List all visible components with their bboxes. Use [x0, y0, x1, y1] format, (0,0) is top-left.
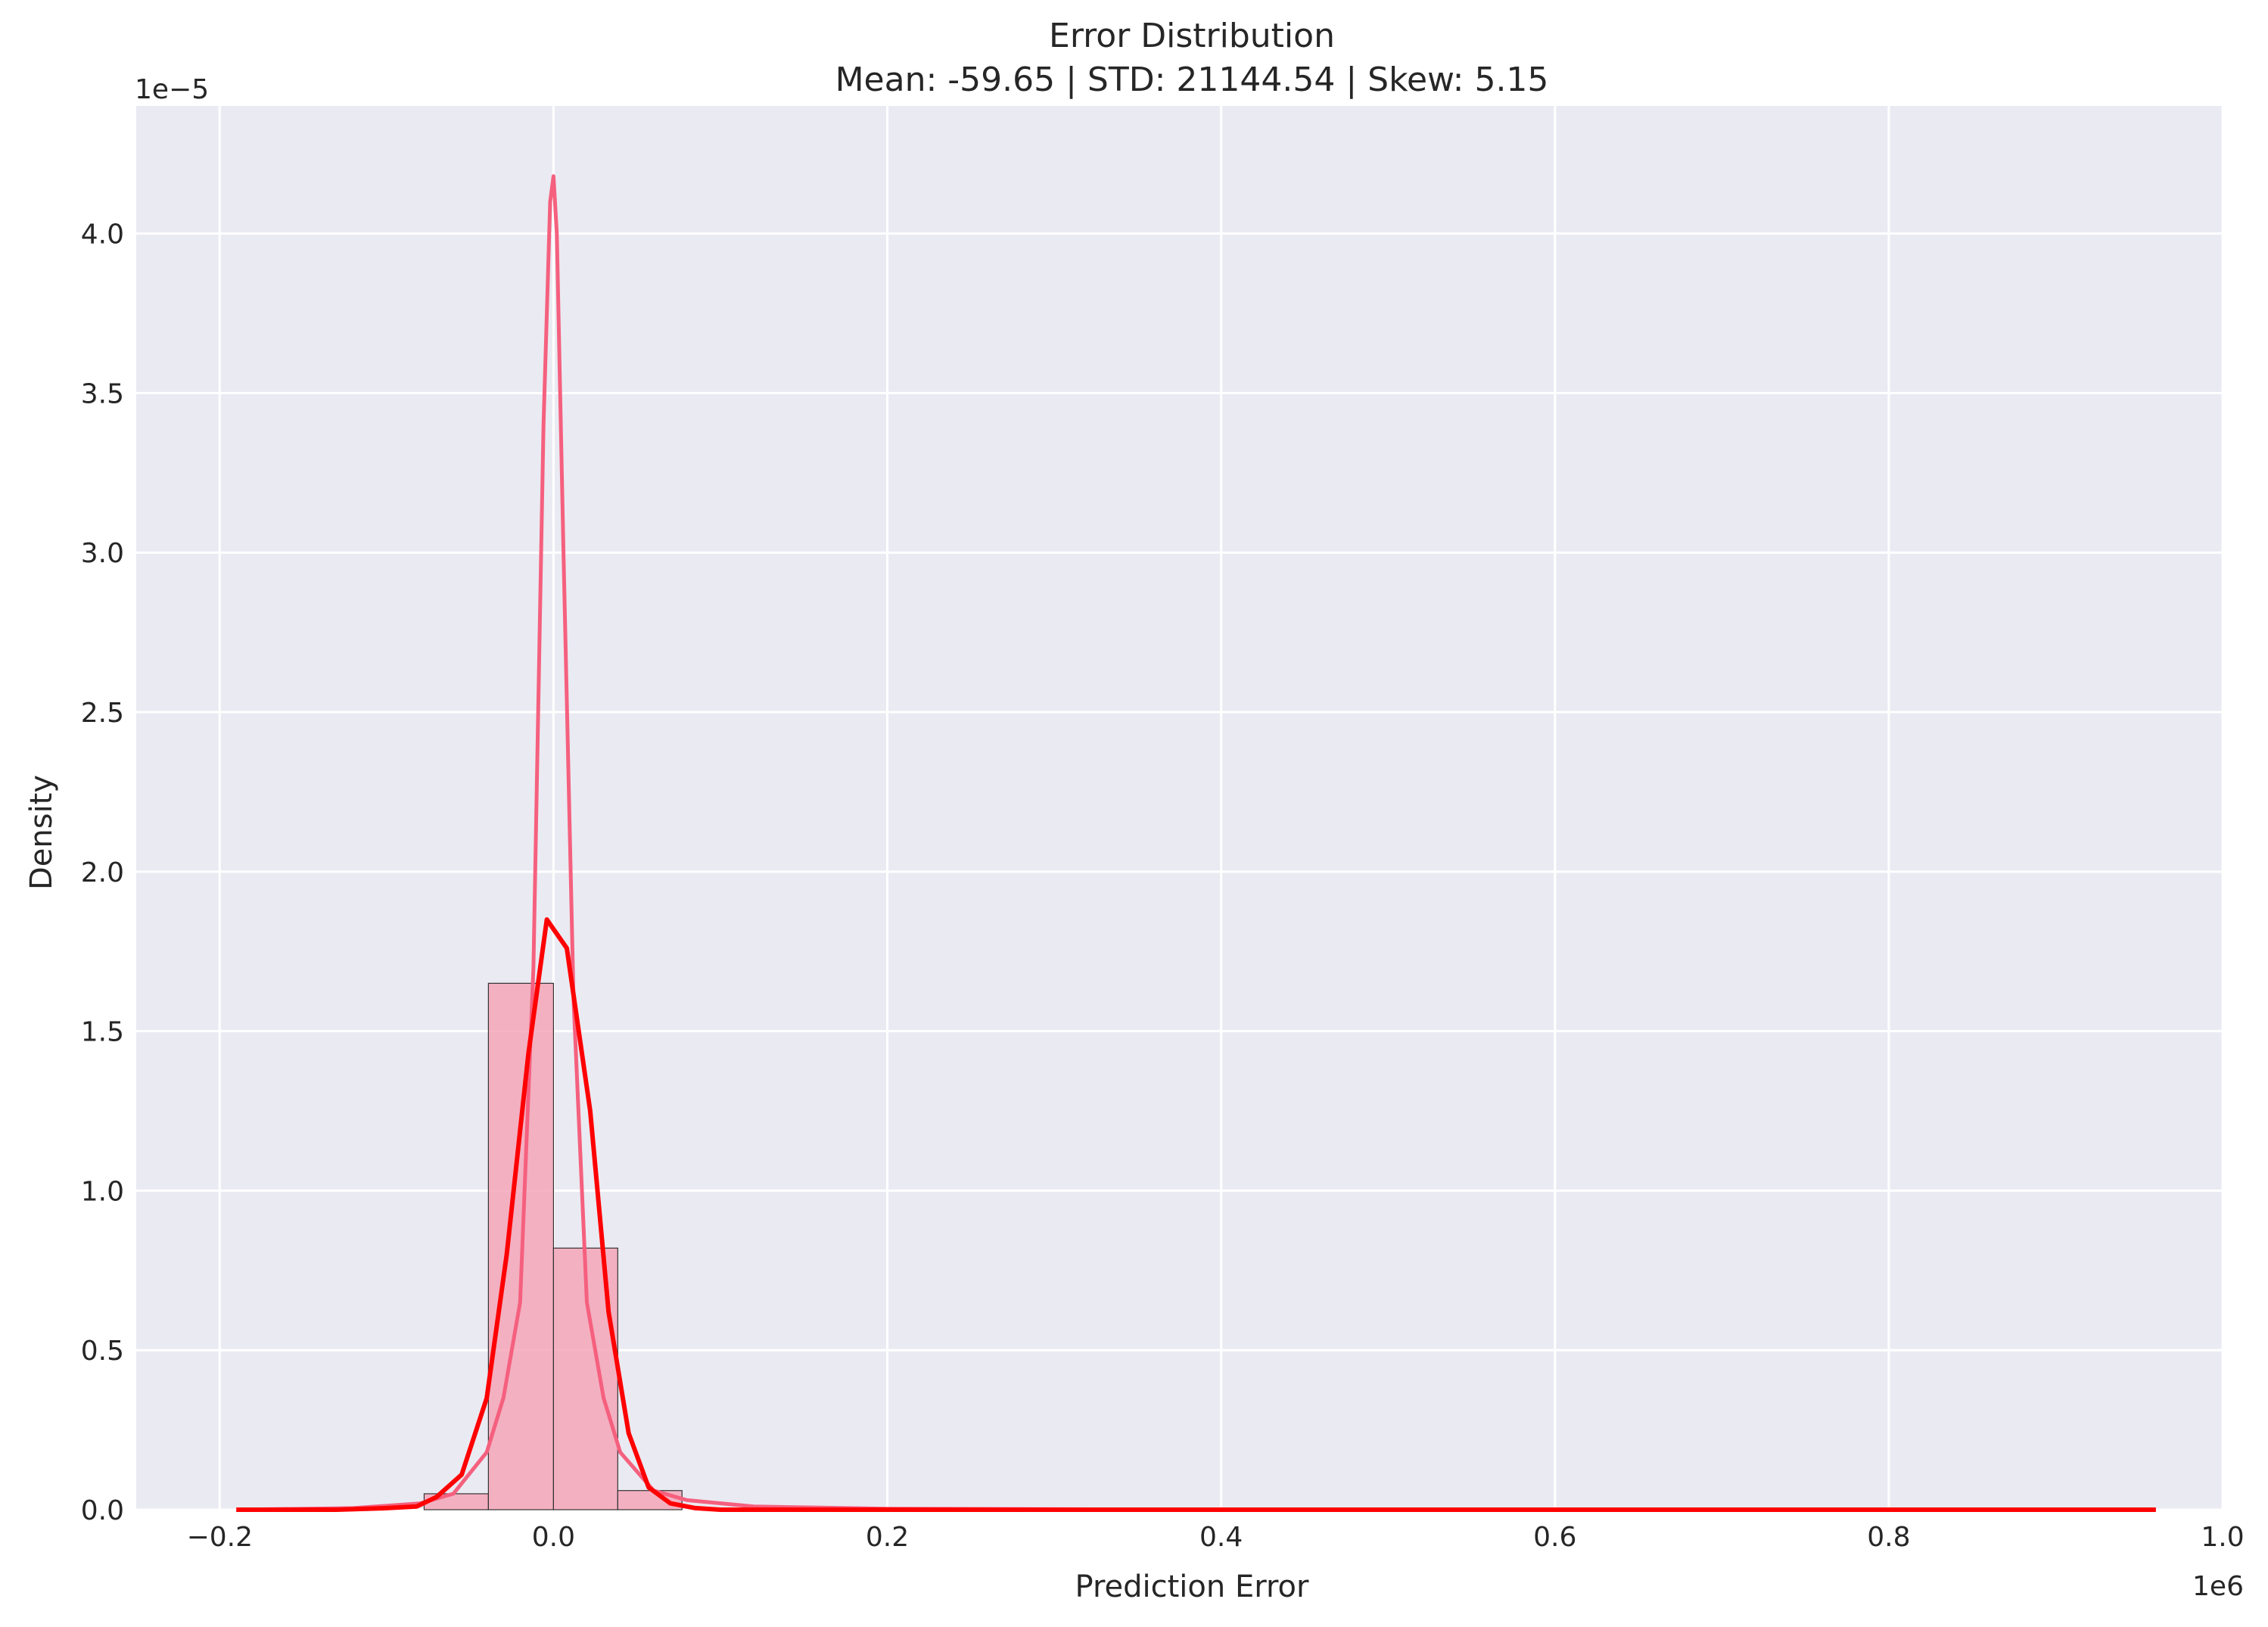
y-tick-label: 4.0: [81, 219, 124, 250]
y-tick-label: 2.0: [81, 857, 124, 888]
x-tick-label: 1.0: [2201, 1522, 2244, 1553]
y-tick-label: 2.5: [81, 698, 124, 729]
y-tick-label: 1.5: [81, 1017, 124, 1048]
density-curves: [236, 174, 2156, 1512]
x-tick-label: 0.6: [1533, 1522, 1576, 1553]
x-tick-label: 0.4: [1199, 1522, 1243, 1553]
y-tick-label: 1.0: [81, 1176, 124, 1207]
normal-fit-curve: [236, 917, 2156, 1512]
y-tick-label: 0.0: [81, 1495, 124, 1526]
x-tick-label: 0.0: [532, 1522, 575, 1553]
x-offset-label: 1e6: [2192, 1571, 2244, 1602]
y-tick-label: 3.0: [81, 538, 124, 569]
tick-labels: −0.2 0.0 0.2 0.4 0.6 0.8 1.0 0.0 0.5 1.0 1.5 2.0 2.5…: [81, 219, 2245, 1553]
histogram-bar: [617, 1490, 683, 1510]
y-axis-label: Density: [24, 775, 59, 890]
y-tick-label: 3.5: [81, 378, 124, 409]
x-tick-label: −0.2: [187, 1522, 253, 1553]
y-tick-label: 0.5: [81, 1336, 124, 1367]
chart-title: Error Distribution: [1049, 17, 1335, 55]
x-tick-label: 0.8: [1867, 1522, 1910, 1553]
plot-area: [136, 106, 2223, 1510]
x-tick-label: 0.2: [866, 1522, 909, 1553]
x-axis-label: Prediction Error: [1075, 1569, 1309, 1604]
chart-subtitle: Mean: -59.65 | STD: 21144.54 | Skew: 5.1…: [835, 61, 1549, 99]
y-offset-label: 1e−5: [135, 74, 209, 105]
